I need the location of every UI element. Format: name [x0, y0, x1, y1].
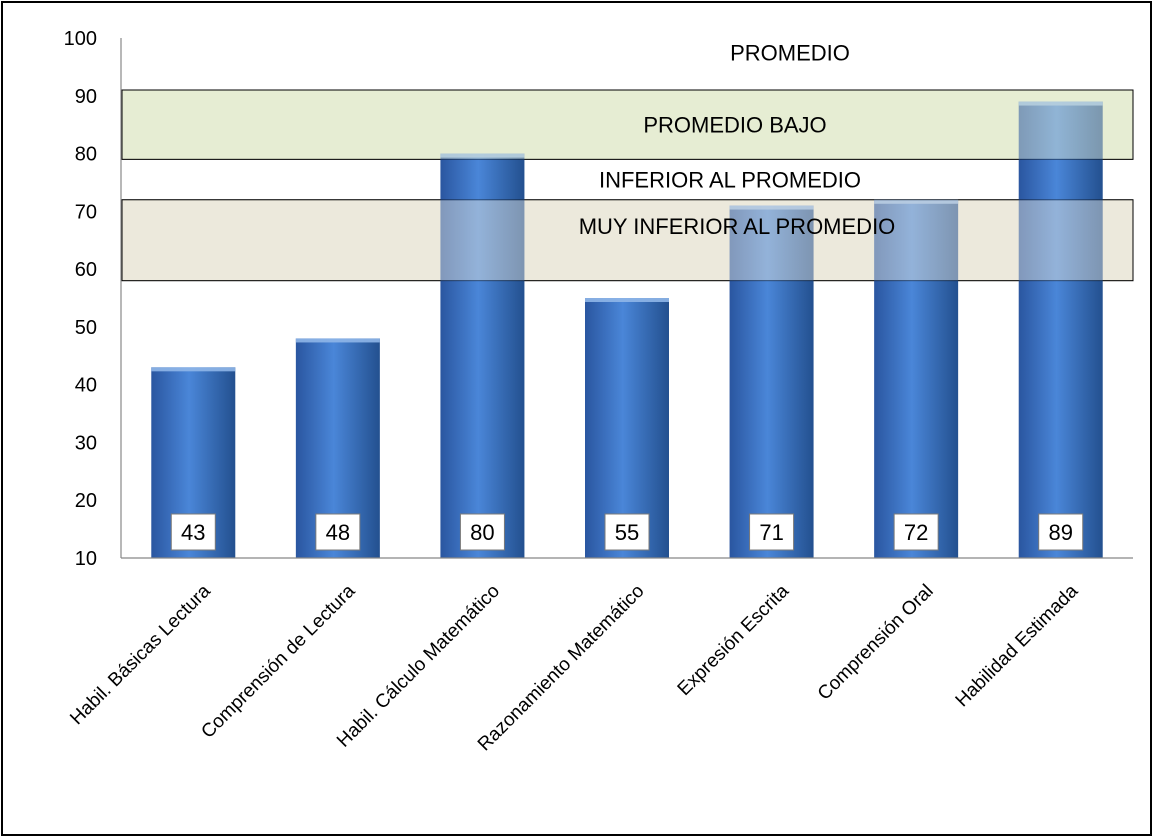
band-label: PROMEDIO BAJO	[643, 113, 826, 138]
data-label-box	[1038, 513, 1084, 551]
bar	[440, 153, 525, 559]
y-tick-label: 80	[75, 144, 97, 166]
band-layer	[121, 89, 1134, 282]
y-tick-label: 40	[75, 375, 97, 397]
band-overlay	[121, 89, 1134, 160]
bar-top-highlight	[440, 153, 525, 158]
y-tick-label: 70	[75, 201, 97, 223]
x-tick-label: Comprensión de Lectura	[197, 580, 359, 742]
x-tick-label: Comprensión Oral	[814, 581, 938, 705]
data-label: 89	[1048, 520, 1072, 545]
data-label: 43	[181, 520, 205, 545]
bars-layer	[121, 89, 1134, 559]
data-label-box	[170, 513, 216, 551]
data-label-box	[315, 513, 361, 551]
data-label: 71	[759, 520, 783, 545]
band-rect	[121, 199, 1134, 282]
y-tick-label: 60	[75, 259, 97, 281]
band-label: MUY INFERIOR AL PROMEDIO	[579, 214, 896, 239]
x-tick-label: Habil. Cálculo Matemático	[333, 581, 504, 752]
band-label: INFERIOR AL PROMEDIO	[599, 168, 861, 193]
y-tick-label: 50	[75, 317, 97, 339]
bar-top-highlight	[729, 205, 814, 210]
data-label-box	[604, 513, 650, 551]
band-overlay	[121, 199, 1134, 282]
bar	[729, 205, 814, 559]
data-label: 72	[904, 520, 928, 545]
data-label: 80	[470, 520, 494, 545]
x-tick-label: Habilidad Estimada	[952, 580, 1083, 711]
data-label: 55	[615, 520, 639, 545]
y-tick-label: 100	[64, 28, 97, 50]
y-tick-label: 20	[75, 490, 97, 512]
x-tick-label: Razonamiento Matemático	[474, 581, 649, 756]
data-label-box	[749, 513, 795, 551]
band-label: PROMEDIO	[730, 40, 850, 65]
y-tick-label: 10	[75, 548, 97, 570]
x-tick-label: Expresión Escrita	[674, 580, 794, 700]
bar	[874, 199, 959, 558]
bar	[1018, 101, 1103, 559]
data-label-box	[459, 513, 505, 551]
bar-top-highlight	[1018, 101, 1103, 106]
y-tick-label: 90	[75, 86, 97, 108]
data-label-box	[893, 513, 939, 551]
axes-layer	[120, 38, 1133, 559]
bar-top-highlight	[151, 367, 236, 372]
data-label: 48	[326, 520, 350, 545]
bar-top-highlight	[874, 199, 959, 204]
bar-top-highlight	[295, 338, 380, 343]
x-tick-label: Habil. Básicas Lectura	[66, 580, 215, 729]
band-rect	[121, 89, 1134, 160]
y-tick-label: 30	[75, 432, 97, 454]
bar-top-highlight	[585, 298, 669, 302]
